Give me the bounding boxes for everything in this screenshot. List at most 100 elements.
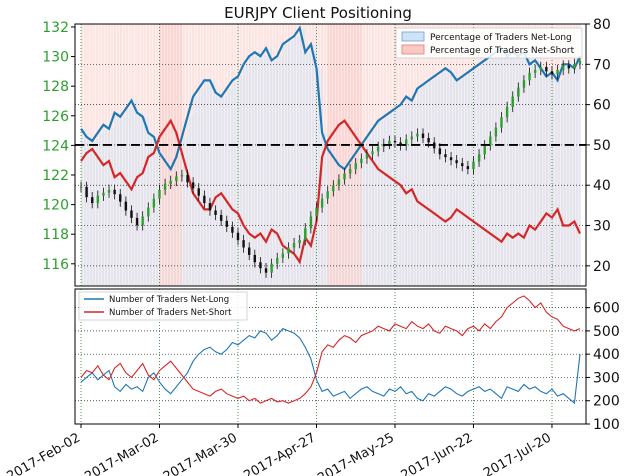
price-candle xyxy=(186,174,189,183)
bottom-right-axis-tick-label: 600 xyxy=(593,301,620,317)
price-candle xyxy=(169,180,172,184)
net-long-area xyxy=(288,40,295,286)
price-candle xyxy=(404,139,408,146)
regime-shade xyxy=(333,24,340,286)
price-candle xyxy=(466,166,470,170)
legend-label-net-long: Percentage of Traders Net-Long xyxy=(430,33,572,43)
price-candle xyxy=(292,243,296,248)
chart-title: EURJPY Client Positioning xyxy=(224,4,412,22)
net-long-area xyxy=(120,116,127,286)
net-long-area xyxy=(546,76,553,286)
net-long-area xyxy=(125,108,132,286)
legend-label-traders-net-short: Number of Traders Net-Short xyxy=(109,308,232,318)
net-long-area xyxy=(333,157,340,286)
net-long-area xyxy=(551,72,559,286)
price-candle xyxy=(107,189,111,193)
net-long-area xyxy=(451,72,458,286)
net-long-area xyxy=(131,100,138,286)
price-candle xyxy=(545,66,548,72)
price-candle xyxy=(578,61,582,64)
net-long-area xyxy=(394,108,402,286)
x-axis-tick-label: 2017-Jul-20 xyxy=(481,430,554,476)
x-axis-tick-label: 2017-May-25 xyxy=(315,430,397,476)
price-candle xyxy=(264,268,268,273)
price-candle xyxy=(421,133,425,138)
net-long-area xyxy=(490,56,497,286)
price-candle xyxy=(567,65,570,69)
x-axis-tick-label: 2017-Apr-27 xyxy=(241,430,318,476)
regime-shade xyxy=(165,24,172,286)
price-candle xyxy=(79,186,83,188)
net-long-area xyxy=(501,48,508,286)
price-candle xyxy=(124,201,128,211)
net-long-area xyxy=(209,80,217,286)
net-long-area xyxy=(109,128,116,286)
right-axis-tick-label: 80 xyxy=(593,17,611,33)
bottom-legend: Number of Traders Net-Long Number of Tra… xyxy=(78,291,248,321)
net-long-area xyxy=(540,68,547,286)
price-candle xyxy=(556,69,559,75)
price-candle xyxy=(550,71,554,75)
price-candle xyxy=(376,146,380,152)
net-long-area xyxy=(237,76,245,286)
price-candle xyxy=(533,69,537,73)
net-long-area xyxy=(103,124,110,286)
bottom-plot-frame xyxy=(74,288,587,425)
price-candle xyxy=(343,173,346,180)
price-candle xyxy=(276,257,279,264)
price-candle xyxy=(438,148,442,155)
price-candle xyxy=(219,214,223,221)
net-long-area xyxy=(226,88,233,286)
price-candle xyxy=(163,183,167,190)
net-long-area xyxy=(327,148,334,286)
price-candle xyxy=(147,207,150,217)
net-long-area xyxy=(495,52,503,286)
net-long-area xyxy=(372,128,379,286)
price-candle xyxy=(410,136,413,140)
x-axis-tick-label: 2017-Feb-02 xyxy=(4,430,83,476)
net-long-area xyxy=(512,52,519,286)
net-long-area xyxy=(473,68,480,286)
price-candle xyxy=(315,207,318,217)
net-long-area xyxy=(81,128,88,286)
net-long-area xyxy=(523,52,531,286)
net-long-area xyxy=(299,28,306,286)
regime-shade xyxy=(338,24,346,286)
bottom-right-axis-tick-label: 500 xyxy=(593,324,620,340)
net-long-area xyxy=(456,80,463,286)
net-long-area xyxy=(254,52,261,286)
price-candle xyxy=(348,169,352,174)
price-candle xyxy=(461,163,464,167)
left-axis-tick-label: 116 xyxy=(42,257,69,273)
price-candle xyxy=(270,263,273,273)
price-candle xyxy=(320,198,324,208)
net-long-area xyxy=(148,132,155,286)
top-legend: Percentage of Traders Net-Long Percentag… xyxy=(395,27,583,59)
price-candle xyxy=(158,189,161,199)
price-candle xyxy=(489,136,492,146)
price-candle xyxy=(214,210,217,215)
net-long-area xyxy=(467,72,474,286)
right-axis-tick-label: 20 xyxy=(593,259,611,275)
bottom-right-axis-tick-label: 400 xyxy=(593,347,620,363)
price-candle xyxy=(253,254,257,263)
right-axis-tick-label: 40 xyxy=(593,178,611,194)
net-long-area xyxy=(378,120,385,286)
price-candle xyxy=(371,151,374,155)
price-candle xyxy=(449,157,453,161)
net-long-area xyxy=(137,112,144,286)
net-long-area xyxy=(568,64,575,286)
price-candle xyxy=(522,80,526,88)
net-long-area xyxy=(243,64,250,286)
price-candle xyxy=(281,253,285,258)
price-candle xyxy=(203,195,206,204)
price-candle xyxy=(287,247,290,254)
net-long-area xyxy=(518,56,525,286)
price-candle xyxy=(152,198,156,208)
net-long-area xyxy=(170,169,177,286)
bottom-panel: 100 200 300 400 500 600 Number of Traders Net… xyxy=(74,288,620,433)
left-axis-tick-label: 126 xyxy=(42,109,69,125)
price-candle xyxy=(365,154,369,159)
net-long-area xyxy=(260,56,267,286)
price-candle xyxy=(539,66,542,70)
